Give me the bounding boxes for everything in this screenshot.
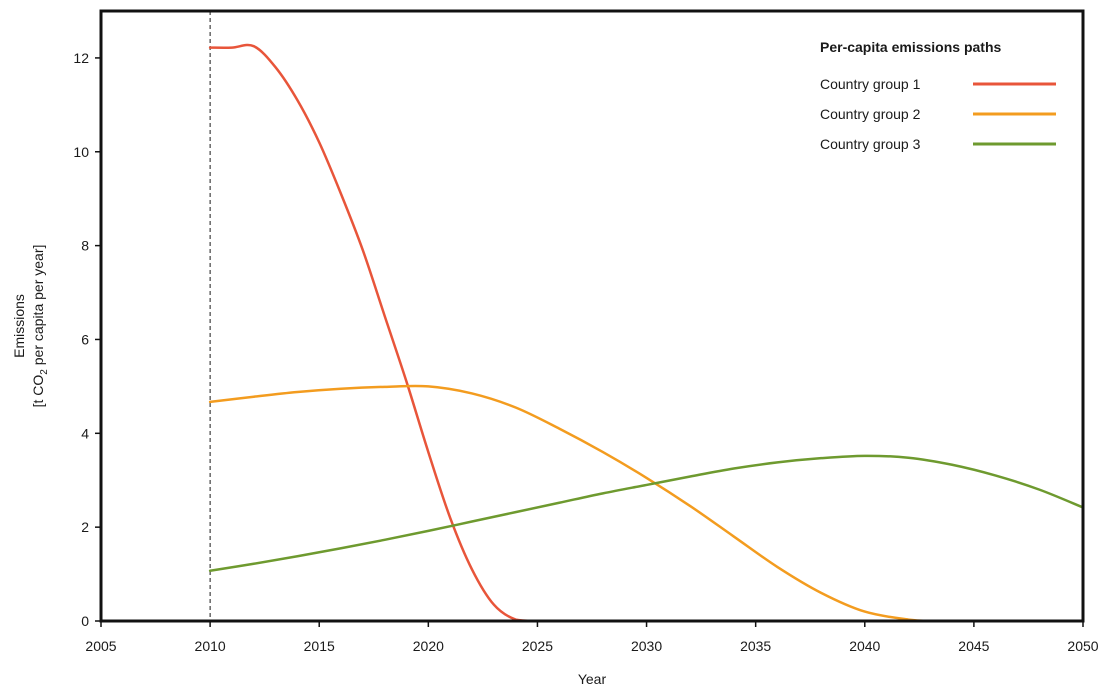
- series-line-group-3: [208, 454, 1085, 573]
- x-tick-label: 2005: [85, 638, 116, 654]
- legend-label: Country group 2: [820, 106, 921, 122]
- y-axis-title-line2: [t CO2 per capita per year]: [30, 245, 50, 408]
- y-tick-label: 0: [81, 613, 89, 629]
- x-tick-label: 2040: [849, 638, 880, 654]
- y-axis-ticks: 0 2 4 6 8 10 12: [73, 50, 101, 629]
- legend-label: Country group 1: [820, 76, 921, 92]
- x-tick-label: 2020: [413, 638, 444, 654]
- y-tick-label: 8: [81, 238, 89, 254]
- x-tick-label: 2015: [304, 638, 335, 654]
- series-lines: [208, 43, 1085, 623]
- y-tick-label: 10: [73, 144, 89, 160]
- x-tick-label: 2045: [958, 638, 989, 654]
- series-line-group-1: [208, 43, 539, 623]
- x-tick-label: 2010: [195, 638, 226, 654]
- x-axis-ticks: 2005 2010 2015 2020 2025 2030 2035 2040 2045 2050: [85, 621, 1099, 654]
- y-tick-label: 2: [81, 519, 89, 535]
- y-tick-label: 6: [81, 331, 89, 347]
- legend-items: Country group 1 Country group 2 Country gr…: [820, 76, 1056, 152]
- y-tick-label: 4: [81, 425, 89, 441]
- x-tick-label: 2025: [522, 638, 553, 654]
- y-axis-title-line1: Emissions: [11, 294, 27, 358]
- plot-frame: [99, 9, 1085, 623]
- y-axis-title: Emissions [t CO2 per capita per year]: [11, 245, 50, 408]
- x-axis-title: Year: [578, 671, 607, 687]
- x-tick-label: 2050: [1067, 638, 1098, 654]
- legend-title: Per-capita emissions paths: [820, 39, 1002, 55]
- y-tick-label: 12: [73, 50, 89, 66]
- series-line-group-2: [208, 384, 954, 623]
- legend: Per-capita emissions paths Country group…: [820, 39, 1056, 152]
- x-tick-label: 2035: [740, 638, 771, 654]
- legend-label: Country group 3: [820, 136, 921, 152]
- x-tick-label: 2030: [631, 638, 662, 654]
